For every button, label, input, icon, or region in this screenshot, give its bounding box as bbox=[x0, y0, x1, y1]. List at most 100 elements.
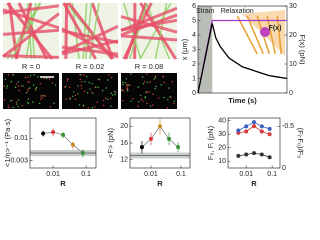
y-tick-label: 16 bbox=[120, 140, 128, 147]
marker bbox=[259, 129, 264, 134]
dot bbox=[103, 104, 105, 107]
dot bbox=[121, 88, 123, 91]
y-tick-label: 0 bbox=[192, 90, 196, 97]
schematic-bead bbox=[260, 27, 270, 37]
dot bbox=[110, 76, 113, 79]
y2-tick-label: 0 bbox=[289, 90, 293, 97]
y-tick-label: 40 bbox=[218, 118, 226, 125]
dot bbox=[122, 90, 125, 92]
dot bbox=[89, 88, 91, 90]
dot bbox=[170, 96, 172, 99]
dot bbox=[122, 81, 124, 84]
dot bbox=[82, 104, 85, 107]
dot bbox=[158, 97, 160, 99]
dot bbox=[32, 101, 34, 103]
panel-label: R = 0 bbox=[22, 62, 40, 71]
dot bbox=[90, 91, 93, 93]
dot bbox=[12, 74, 14, 76]
dot bbox=[152, 93, 154, 95]
y-tick-label: 10 bbox=[218, 158, 226, 165]
dot bbox=[28, 81, 31, 83]
schematic-filament bbox=[266, 15, 276, 55]
x-axis-label: R bbox=[60, 179, 66, 188]
dot bbox=[105, 87, 108, 89]
marker bbox=[252, 120, 256, 125]
annotation: Strain bbox=[196, 8, 214, 15]
y-tick-label: 12 bbox=[120, 157, 128, 164]
dot bbox=[74, 94, 77, 97]
filament bbox=[129, 2, 148, 60]
dot bbox=[78, 104, 81, 106]
y2-tick-label: 10 bbox=[289, 61, 297, 68]
image-panel bbox=[121, 73, 177, 109]
dot bbox=[84, 90, 86, 93]
dot bbox=[32, 84, 35, 86]
dot bbox=[152, 104, 154, 106]
dot bbox=[91, 82, 93, 85]
dot bbox=[145, 91, 147, 94]
dot bbox=[163, 96, 165, 99]
dot bbox=[73, 91, 75, 93]
marker bbox=[252, 124, 256, 129]
filament bbox=[2, 54, 60, 59]
dot bbox=[39, 82, 41, 85]
dot bbox=[8, 106, 10, 109]
dot bbox=[33, 74, 35, 76]
dot bbox=[27, 98, 30, 100]
dot bbox=[17, 81, 19, 83]
filament bbox=[2, 12, 60, 58]
dot bbox=[138, 101, 140, 103]
plot-frame bbox=[227, 117, 281, 169]
dot bbox=[77, 93, 79, 95]
dot bbox=[51, 82, 54, 84]
dot bbox=[102, 99, 105, 102]
dot bbox=[154, 75, 156, 77]
dot bbox=[126, 88, 128, 90]
marker bbox=[236, 128, 241, 133]
y2-tick-label: 20 bbox=[289, 32, 297, 39]
dot bbox=[40, 95, 42, 97]
dot bbox=[140, 98, 142, 100]
dot bbox=[141, 76, 144, 78]
dot bbox=[6, 85, 9, 87]
x-tick-label: 0.01 bbox=[46, 171, 60, 178]
y2-tick-label: -0.5 bbox=[282, 123, 294, 130]
y-axis-label: F₀, Fᵢ (pN) bbox=[206, 125, 215, 160]
marker bbox=[167, 136, 172, 141]
dot bbox=[146, 81, 148, 84]
dot bbox=[94, 106, 96, 108]
dot bbox=[80, 84, 82, 87]
dot bbox=[137, 105, 139, 107]
y-tick-label: 6 bbox=[192, 3, 196, 10]
dot bbox=[17, 85, 20, 87]
dot bbox=[45, 77, 48, 80]
dot bbox=[149, 81, 151, 83]
dot bbox=[166, 107, 169, 109]
dot bbox=[80, 87, 83, 89]
dot bbox=[17, 105, 20, 108]
dot bbox=[26, 90, 29, 92]
dot bbox=[146, 90, 148, 93]
dot bbox=[130, 73, 132, 75]
y-axis-label: <F> (pN) bbox=[106, 127, 115, 158]
dot bbox=[69, 97, 71, 99]
dot bbox=[18, 89, 20, 92]
y-tick-label: 30 bbox=[218, 131, 226, 138]
dot bbox=[80, 81, 83, 83]
dot bbox=[167, 98, 169, 101]
x-tick-label: 0.01 bbox=[239, 171, 253, 178]
dot bbox=[74, 98, 77, 100]
dot bbox=[10, 100, 12, 102]
dot bbox=[42, 95, 44, 97]
dot bbox=[125, 78, 128, 80]
dot bbox=[64, 86, 66, 88]
dot bbox=[66, 80, 69, 82]
dot bbox=[72, 95, 74, 98]
dot bbox=[15, 101, 18, 103]
filament bbox=[61, 45, 119, 56]
annotation: F(x) bbox=[269, 25, 282, 32]
dot bbox=[49, 106, 52, 108]
y-tick-label: 3 bbox=[192, 46, 196, 53]
dot bbox=[79, 78, 82, 81]
filament bbox=[120, 13, 178, 37]
